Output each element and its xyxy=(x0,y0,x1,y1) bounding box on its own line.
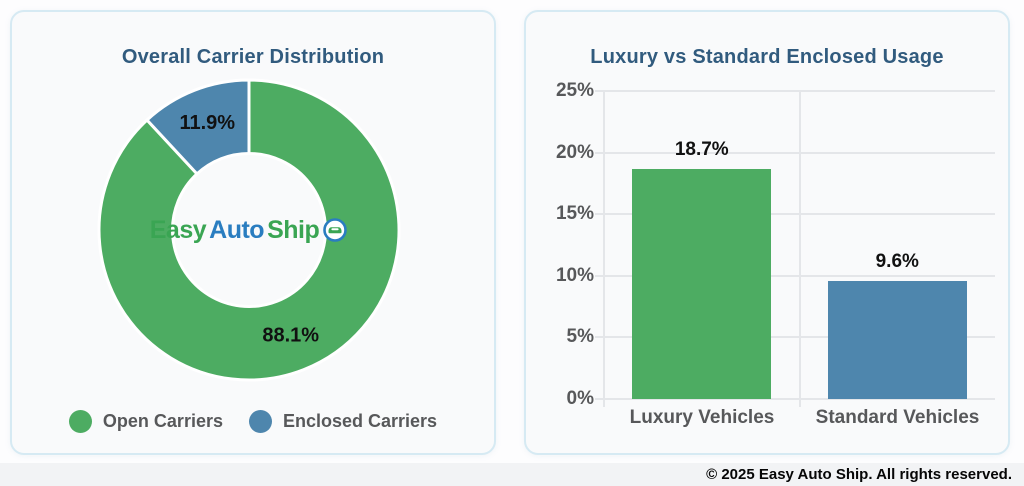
bar-chart-plot-area: 0% 5% 10% 15% 20% 25% 18.7% Luxury Vehicles 9.6%… xyxy=(556,80,995,428)
gridline-horizontal xyxy=(595,336,995,339)
y-axis-tick-label: 10% xyxy=(555,264,594,286)
legend-label-open-carriers: Open Carriers xyxy=(102,411,223,431)
y-axis-tick-label: 5% xyxy=(566,326,594,348)
footer-bar: © 2025 Easy Auto Ship. All rights reserv… xyxy=(0,463,1024,486)
x-axis-category-label: Standard Vehicles xyxy=(815,407,980,428)
gridline-horizontal xyxy=(595,151,995,154)
bar-value-label: 18.7% xyxy=(674,138,729,160)
gridline-vertical xyxy=(603,91,605,407)
bar-value-label: 9.6% xyxy=(875,250,919,272)
gridline-horizontal xyxy=(595,274,995,277)
y-axis-tick-label: 25% xyxy=(555,80,594,101)
copyright-text: © 2025 Easy Auto Ship. All rights reserv… xyxy=(706,466,1012,483)
donut-chart-title: Overall Carrier Distribution xyxy=(121,46,385,68)
y-axis-tick-label: 20% xyxy=(555,141,594,163)
donut-chart: 88.1% 11.9% xyxy=(97,78,401,382)
gridline-vertical xyxy=(798,91,801,407)
bar-chart-card: Luxury vs Standard Enclosed Usage 0% 5% 10… xyxy=(524,10,1010,455)
y-axis-tick-label: 0% xyxy=(566,388,594,409)
legend-dot-open-carriers xyxy=(68,410,92,433)
gridline-horizontal xyxy=(595,90,995,92)
bar-standard-vehicles[interactable] xyxy=(827,280,967,399)
legend-dot-enclosed-carriers xyxy=(248,410,272,433)
bar-luxury-vehicles[interactable] xyxy=(632,168,772,399)
donut-slice-open-carriers[interactable] xyxy=(97,78,401,382)
donut-slice-value-label: 88.1% xyxy=(262,325,319,347)
legend-item-enclosed-carriers[interactable]: Enclosed Carriers xyxy=(248,410,438,433)
gridline-horizontal xyxy=(595,398,995,400)
gridline-horizontal xyxy=(595,213,995,216)
donut-legend: Open Carriers Enclosed Carriers xyxy=(12,410,494,433)
donut-slice-enclosed-carriers[interactable] xyxy=(145,78,251,176)
bar-chart-title: Luxury vs Standard Enclosed Usage xyxy=(590,46,944,68)
legend-item-open-carriers[interactable]: Open Carriers xyxy=(68,410,223,433)
donut-chart-card: Overall Carrier Distribution 88.1% 11.9% … xyxy=(10,10,496,455)
donut-slice-value-label: 11.9% xyxy=(179,112,235,134)
y-axis-tick-label: 15% xyxy=(555,203,594,225)
x-axis-category-label: Luxury Vehicles xyxy=(629,407,775,428)
legend-label-enclosed-carriers: Enclosed Carriers xyxy=(282,411,438,431)
